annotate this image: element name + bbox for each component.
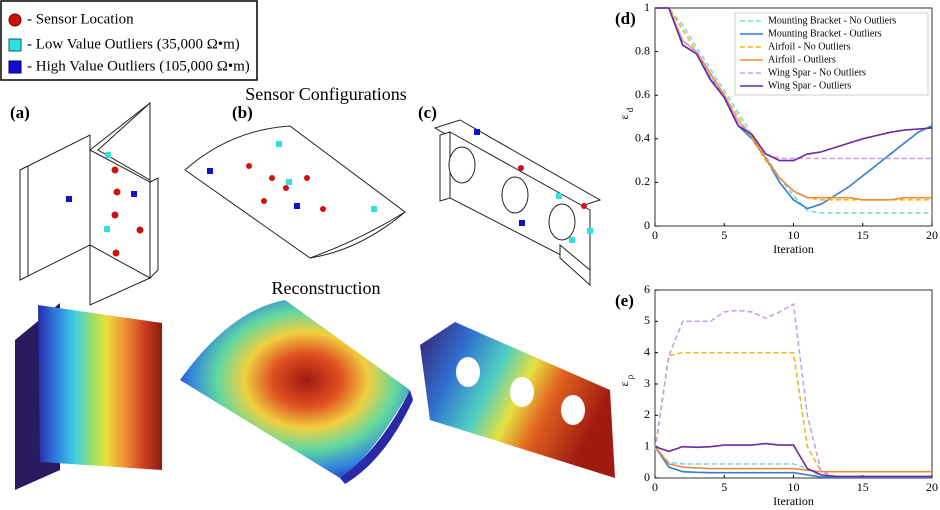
x-tick-label: 0 bbox=[652, 480, 658, 494]
reconstruction-images bbox=[15, 300, 615, 490]
y-axis-label-sub: ρ bbox=[625, 374, 635, 379]
y-tick-label: 1 bbox=[644, 0, 650, 14]
legend-square bbox=[9, 39, 21, 51]
legend-label: Airfoil - No Outliers bbox=[768, 41, 851, 52]
y-axis-label: ε bbox=[617, 114, 631, 119]
panel-label: (c) bbox=[418, 103, 437, 122]
heading: Reconstruction bbox=[272, 278, 381, 298]
figure: - Sensor Location - Low Value Outliers (… bbox=[0, 0, 940, 510]
legend-label: Mounting Bracket - No Outliers bbox=[768, 15, 896, 26]
x-tick-label: 0 bbox=[652, 228, 658, 242]
y-tick-label: 3 bbox=[644, 376, 650, 390]
y-tick-label: 4 bbox=[644, 344, 650, 358]
legend-text: - Sensor Location bbox=[27, 11, 134, 27]
panel-label: (d) bbox=[615, 9, 636, 28]
y-tick-label: 0.8 bbox=[635, 43, 650, 57]
x-tick-label: 20 bbox=[926, 480, 938, 494]
legend-dot bbox=[9, 14, 21, 26]
y-tick-label: 0.2 bbox=[635, 174, 650, 188]
x-tick-label: 10 bbox=[788, 480, 800, 494]
legend-label: Airfoil - Outliers bbox=[768, 54, 836, 65]
x-axis-label: Iteration bbox=[773, 494, 814, 508]
legend-text: - High Value Outliers (105,000 Ω•m) bbox=[27, 58, 250, 74]
legend-label: Mounting Bracket - Outliers bbox=[768, 28, 882, 39]
y-tick-label: 0 bbox=[644, 218, 650, 232]
legend-label: Wing Spar - Outliers bbox=[768, 80, 851, 91]
axes-frame bbox=[655, 290, 932, 478]
bracket-schematic bbox=[20, 103, 158, 305]
y-axis-label-sub: d bbox=[625, 107, 635, 112]
x-tick-label: 20 bbox=[926, 228, 938, 242]
x-tick-label: 5 bbox=[721, 228, 727, 242]
x-tick-label: 5 bbox=[721, 480, 727, 494]
y-axis-label: ε bbox=[617, 381, 631, 386]
x-axis-label: Iteration bbox=[773, 242, 814, 256]
panel-label: (b) bbox=[232, 103, 253, 122]
legend-text: - Low Value Outliers (35,000 Ω•m) bbox=[27, 36, 240, 52]
y-tick-label: 0.6 bbox=[635, 87, 650, 101]
panel-label: (e) bbox=[615, 291, 634, 310]
y-tick-label: 0.4 bbox=[635, 131, 650, 145]
x-tick-label: 10 bbox=[788, 228, 800, 242]
y-tick-label: 0 bbox=[644, 470, 650, 484]
ibeam-schematic bbox=[435, 120, 600, 285]
legend-label: Wing Spar - No Outliers bbox=[768, 67, 866, 78]
legend-square bbox=[9, 61, 21, 73]
panel-label: (a) bbox=[10, 103, 30, 122]
y-tick-label: 6 bbox=[644, 282, 650, 296]
y-tick-label: 2 bbox=[644, 407, 650, 421]
y-tick-label: 1 bbox=[644, 438, 650, 452]
marker-legend: - Sensor Location - Low Value Outliers (… bbox=[1, 1, 257, 80]
airfoil-schematic bbox=[185, 126, 405, 258]
y-tick-label: 5 bbox=[644, 313, 650, 327]
x-tick-label: 15 bbox=[857, 480, 869, 494]
x-tick-label: 15 bbox=[857, 228, 869, 242]
heading: Sensor Configurations bbox=[245, 84, 407, 104]
